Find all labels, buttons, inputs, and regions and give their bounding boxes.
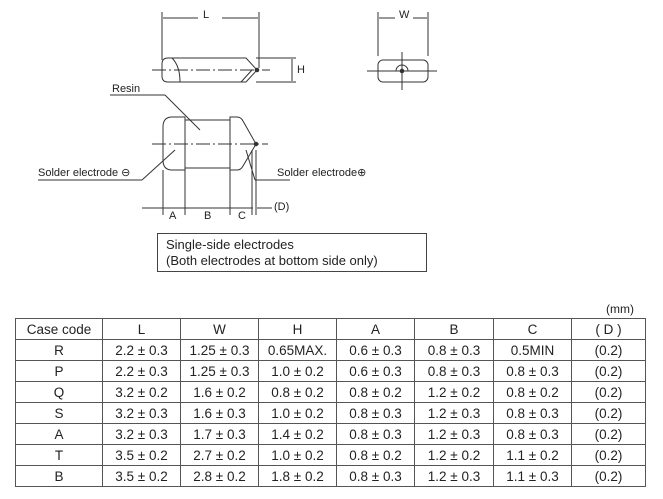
table-row: P 2.2 ± 0.3 1.25 ± 0.3 1.0 ± 0.2 0.6 ± 0.3 0.… xyxy=(15,360,646,382)
table-cell: 0.8 ± 0.2 xyxy=(258,381,337,403)
table-cell: 0.6 ± 0.3 xyxy=(336,339,415,361)
table-header: Case code L W H A B C( D ) xyxy=(15,318,646,340)
dim-B-label: B xyxy=(204,210,212,222)
dim-A-label: A xyxy=(169,210,177,222)
table-cell: 1.0 ± 0.2 xyxy=(258,402,337,424)
solder-electrode-positive-label: Solder electrode⊕ xyxy=(277,167,367,179)
table-cell: 0.8 ± 0.3 xyxy=(493,402,572,424)
table-cell: (0.2) xyxy=(571,360,646,382)
dim-D-label: (D) xyxy=(274,201,290,213)
column-header: H xyxy=(258,318,337,340)
table-cell: (0.2) xyxy=(571,402,646,424)
table-cell: 3.2 ± 0.3 xyxy=(102,423,181,445)
table-cell: 1.8 ± 0.2 xyxy=(258,465,337,487)
column-header: C xyxy=(493,318,572,340)
table-cell: 0.8 ± 0.3 xyxy=(336,402,415,424)
table-cell: (0.2) xyxy=(571,381,646,403)
dimension-table: Case code L W H A B C( D ) R 2.2 ± 0.3 1.25 ± 0.… xyxy=(15,318,646,487)
table-cell: 1.2 ± 0.3 xyxy=(414,465,494,487)
table-cell: 1.0 ± 0.2 xyxy=(258,444,337,466)
component-drawing xyxy=(38,12,437,215)
table-cell: T xyxy=(15,444,103,466)
table-cell: 0.8 ± 0.3 xyxy=(493,423,572,445)
table-row: B 3.5 ± 0.2 2.8 ± 0.2 1.8 ± 0.2 0.8 ± 0.3 1.2… xyxy=(15,465,646,487)
table-cell: 3.2 ± 0.3 xyxy=(102,402,181,424)
table-cell: A xyxy=(15,423,103,445)
table-cell: 0.6 ± 0.3 xyxy=(336,360,415,382)
side-view xyxy=(152,12,296,83)
table-cell: (0.2) xyxy=(571,465,646,487)
table-cell: 1.7 ± 0.3 xyxy=(180,423,259,445)
table-cell: 2.2 ± 0.3 xyxy=(102,360,181,382)
table-cell: 1.1 ± 0.3 xyxy=(493,465,572,487)
table-cell: 2.8 ± 0.2 xyxy=(180,465,259,487)
column-header: B xyxy=(414,318,494,340)
table-cell: (0.2) xyxy=(571,423,646,445)
table-cell: B xyxy=(15,465,103,487)
table-cell: 3.2 ± 0.2 xyxy=(102,381,181,403)
table-cell: 0.8 ± 0.2 xyxy=(336,381,415,403)
table-cell: 0.8 ± 0.3 xyxy=(336,423,415,445)
table-cell: 1.2 ± 0.3 xyxy=(414,423,494,445)
column-header: A xyxy=(336,318,415,340)
minus-circle-icon: ⊖ xyxy=(121,167,131,179)
unit-label: (mm) xyxy=(606,302,634,316)
table-cell: P xyxy=(15,360,103,382)
table-cell: 1.4 ± 0.2 xyxy=(258,423,337,445)
table-cell: 2.2 ± 0.3 xyxy=(102,339,181,361)
table-cell: 2.7 ± 0.2 xyxy=(180,444,259,466)
table-row: R 2.2 ± 0.3 1.25 ± 0.3 0.65MAX. 0.6 ± 0.3 0.8… xyxy=(15,339,646,361)
column-header: Case code xyxy=(15,318,103,340)
table-row: S 3.2 ± 0.3 1.6 ± 0.3 1.0 ± 0.2 0.8 ± 0.3 1.2… xyxy=(15,402,646,424)
table-cell: 0.8 ± 0.3 xyxy=(414,360,494,382)
table-row: A 3.2 ± 0.3 1.7 ± 0.3 1.4 ± 0.2 0.8 ± 0.3 1.2… xyxy=(15,423,646,445)
column-header: ( D ) xyxy=(571,318,646,340)
table-cell: 3.5 ± 0.2 xyxy=(102,465,181,487)
table-cell: 1.2 ± 0.2 xyxy=(414,444,494,466)
table-cell: 1.0 ± 0.2 xyxy=(258,360,337,382)
table-cell: 1.6 ± 0.3 xyxy=(180,402,259,424)
dim-W-label: W xyxy=(397,9,412,21)
column-header: L xyxy=(102,318,181,340)
table-cell: 0.8 ± 0.3 xyxy=(414,339,494,361)
end-view xyxy=(367,12,437,90)
table-cell: 1.6 ± 0.2 xyxy=(180,381,259,403)
plus-circle-icon: ⊕ xyxy=(357,167,367,179)
front-view xyxy=(38,94,290,215)
solder-electrode-negative-label: Solder electrode ⊖ xyxy=(38,167,131,179)
table-cell: 0.65MAX. xyxy=(258,339,337,361)
table-cell: 0.8 ± 0.2 xyxy=(336,444,415,466)
table-cell: 0.8 ± 0.3 xyxy=(336,465,415,487)
table-cell: 1.25 ± 0.3 xyxy=(180,339,259,361)
table-cell: R xyxy=(15,339,103,361)
table-cell: Q xyxy=(15,381,103,403)
table-cell: (0.2) xyxy=(571,444,646,466)
dim-H-label: H xyxy=(297,64,305,76)
table-cell: (0.2) xyxy=(571,339,646,361)
table-cell: 1.2 ± 0.2 xyxy=(414,381,494,403)
table-cell: 0.5MIN xyxy=(493,339,572,361)
table-cell: 1.25 ± 0.3 xyxy=(180,360,259,382)
dim-L-label: L xyxy=(201,9,212,21)
table-cell: 3.5 ± 0.2 xyxy=(102,444,181,466)
table-row: T 3.5 ± 0.2 2.7 ± 0.2 1.0 ± 0.2 0.8 ± 0.2 1.2… xyxy=(15,444,646,466)
resin-label: Resin xyxy=(112,83,141,95)
table-cell: 0.8 ± 0.3 xyxy=(493,360,572,382)
table-row: Q 3.2 ± 0.2 1.6 ± 0.2 0.8 ± 0.2 0.8 ± 0.2 1.2… xyxy=(15,381,646,403)
column-header: W xyxy=(180,318,259,340)
table-cell: 1.1 ± 0.2 xyxy=(493,444,572,466)
electrode-note: Single-side electrodes (Both electrodes … xyxy=(157,233,427,272)
table-cell: S xyxy=(15,402,103,424)
table-cell: 0.8 ± 0.2 xyxy=(493,381,572,403)
dim-C-label: C xyxy=(238,210,246,222)
table-cell: 1.2 ± 0.3 xyxy=(414,402,494,424)
